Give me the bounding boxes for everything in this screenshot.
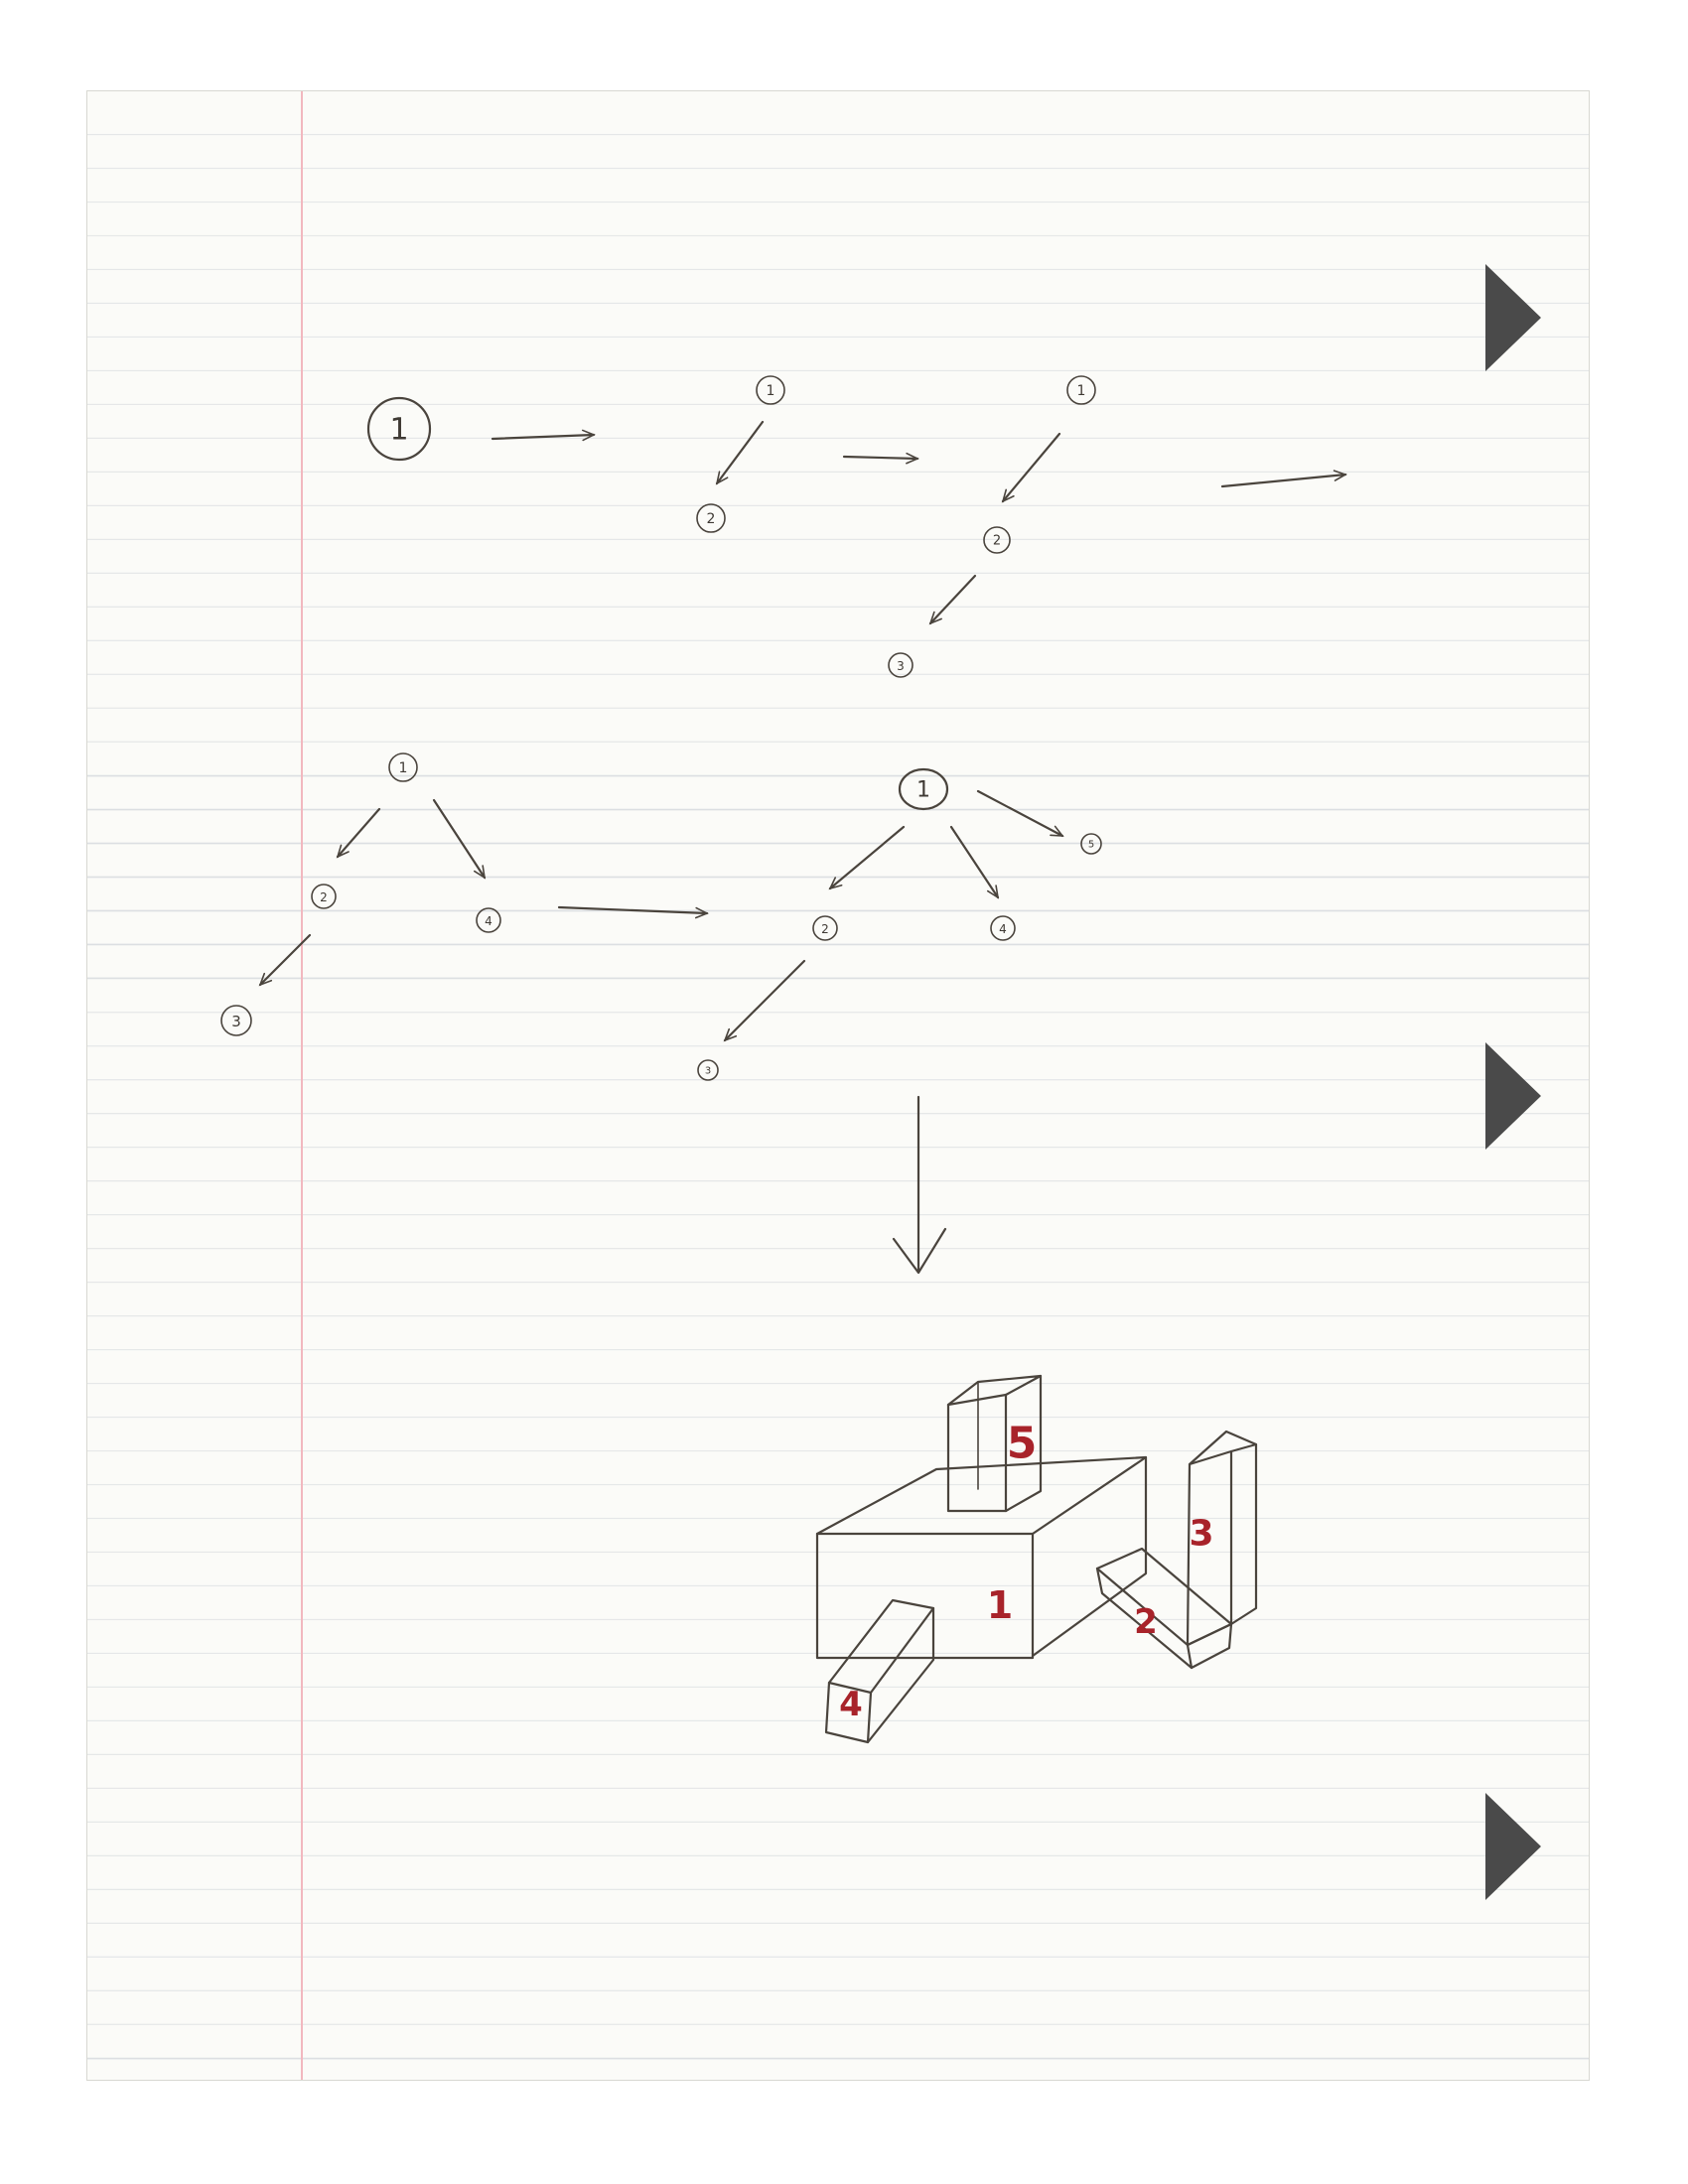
ruled-lines — [87, 91, 1589, 2080]
stage5-node-3-circle — [697, 1059, 719, 1081]
transition-arrow-4 — [557, 905, 709, 919]
block-4 — [824, 1598, 935, 1744]
stage5-edge-2-3 — [723, 959, 806, 1042]
stage4-edge-2-3 — [258, 933, 312, 987]
block-1-label: 1 — [987, 1583, 1013, 1627]
stage4-node-1-circle — [388, 752, 418, 782]
stage5-node-1-label: 1 — [916, 778, 930, 803]
stage3-node-3-label: 3 — [897, 659, 905, 673]
stage5-node-5-label: 5 — [1088, 840, 1094, 851]
stage5-node-5-circle — [1080, 833, 1102, 855]
transition-arrow-down — [892, 1095, 947, 1275]
transition-arrow-3 — [1220, 470, 1347, 488]
block-3-label: 3 — [1189, 1514, 1213, 1555]
stage3-node-1-label: 1 — [1077, 383, 1086, 399]
stage5-edge-1-4 — [949, 825, 1000, 899]
stage5-edge-1-2 — [828, 825, 906, 890]
stage3-node-3-circle — [888, 652, 914, 678]
stage4-edge-1-2 — [336, 807, 381, 859]
stage4-node-4-label: 4 — [485, 914, 492, 928]
block-1 — [815, 1455, 1148, 1660]
stage3-node-2-circle — [983, 526, 1011, 554]
stage5-node-3-label: 3 — [705, 1066, 711, 1077]
stage4-node-4-circle — [476, 907, 501, 933]
stage1-node-1-circle — [366, 396, 432, 462]
stage-2-tree: 1 2 — [696, 375, 785, 533]
stage5-node-4-label: 4 — [999, 922, 1007, 936]
stage3-node-1-circle — [1066, 375, 1096, 405]
block-3 — [1186, 1430, 1258, 1647]
binder-hole-middle — [1485, 1042, 1541, 1150]
stage5-node-2-label: 2 — [821, 922, 829, 936]
binder-hole-top — [1485, 264, 1541, 371]
stage-4-tree: 1 2 4 3 — [220, 752, 501, 1036]
block-5-label: 5 — [1007, 1419, 1038, 1469]
stage5-node-1-circle — [898, 767, 949, 811]
stage-3-tree: 1 2 3 — [888, 375, 1096, 678]
transition-arrow-2 — [842, 452, 919, 465]
stage2-node-2-circle — [696, 503, 726, 533]
stage4-node-1-label: 1 — [399, 760, 408, 776]
stage4-node-3-label: 3 — [231, 1013, 241, 1030]
stage2-node-2-label: 2 — [707, 511, 716, 527]
stage2-node-1-circle — [756, 375, 785, 405]
block-2-label: 2 — [1134, 1602, 1158, 1642]
stage4-edge-1-4 — [432, 798, 487, 880]
stage2-node-1-label: 1 — [767, 383, 775, 399]
stage3-node-2-label: 2 — [993, 534, 1001, 549]
block-2 — [1095, 1547, 1233, 1670]
stage2-edge-1-2 — [715, 420, 765, 485]
stage5-node-2-circle — [812, 915, 838, 941]
stage4-node-3-circle — [220, 1005, 252, 1036]
stage3-edge-2-3 — [928, 574, 977, 625]
block-4-label: 4 — [839, 1685, 863, 1724]
binder-hole-bottom — [1485, 1793, 1541, 1900]
notebook-paper — [87, 91, 1589, 2080]
stage5-node-4-circle — [990, 915, 1016, 941]
stage4-node-2-circle — [311, 884, 337, 909]
transition-arrow-1 — [491, 429, 596, 442]
stage4-node-2-label: 2 — [320, 890, 328, 904]
stage1-node-1-label: 1 — [389, 413, 408, 448]
stage-1-tree: 1 — [366, 396, 432, 462]
stage5-edge-1-5 — [976, 789, 1064, 838]
block-5 — [946, 1374, 1043, 1513]
margin-line — [301, 91, 303, 2080]
stage3-edge-1-2 — [1001, 432, 1061, 503]
stage-5-tree: 1 5 2 4 3 — [697, 767, 1102, 1081]
block-structure: 5 3 1 2 4 — [815, 1374, 1258, 1744]
